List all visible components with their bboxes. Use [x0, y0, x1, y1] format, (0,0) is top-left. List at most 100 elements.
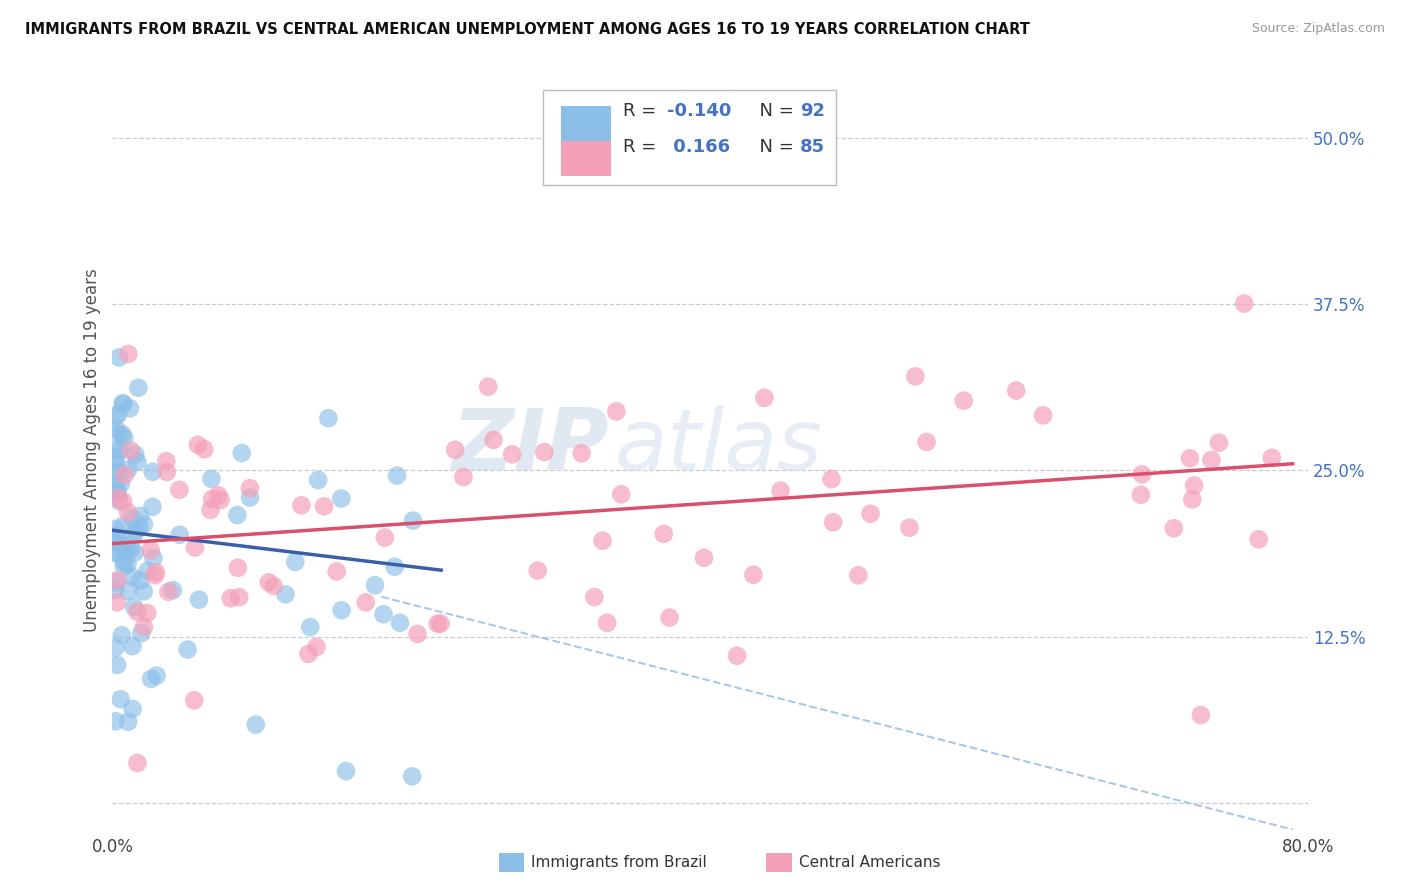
Y-axis label: Unemployment Among Ages 16 to 19 years: Unemployment Among Ages 16 to 19 years	[83, 268, 101, 632]
Point	[1129, 488, 1152, 502]
Point	[176, 642, 198, 657]
Point	[226, 508, 249, 522]
FancyBboxPatch shape	[543, 90, 835, 186]
Point	[200, 503, 222, 517]
Point	[274, 587, 297, 601]
Point	[245, 717, 267, 731]
Point	[299, 620, 322, 634]
Point	[209, 492, 232, 507]
Point	[188, 592, 211, 607]
Point	[571, 446, 593, 460]
Point	[952, 393, 974, 408]
Point	[111, 543, 134, 558]
Point	[136, 564, 159, 578]
Point	[652, 527, 675, 541]
Point	[105, 595, 128, 609]
Point	[605, 404, 627, 418]
Point	[128, 520, 150, 534]
Point	[142, 551, 165, 566]
Text: atlas: atlas	[614, 405, 823, 488]
Text: 92: 92	[800, 102, 825, 120]
Point	[284, 555, 307, 569]
Point	[112, 431, 135, 445]
Point	[725, 648, 748, 663]
Point	[117, 462, 139, 476]
Point	[105, 547, 128, 561]
Text: N =: N =	[748, 138, 800, 156]
Point	[401, 769, 423, 783]
Point	[104, 442, 127, 457]
Point	[402, 514, 425, 528]
Point	[104, 575, 127, 590]
Point	[157, 584, 180, 599]
Point	[117, 542, 139, 557]
Point	[121, 702, 143, 716]
Text: -0.140: -0.140	[666, 102, 731, 120]
Point	[127, 455, 149, 469]
Point	[124, 545, 146, 559]
Point	[132, 517, 155, 532]
Point	[228, 590, 250, 604]
Point	[105, 423, 128, 437]
Point	[145, 566, 167, 580]
Point	[107, 486, 129, 500]
Point	[112, 518, 135, 533]
Point	[373, 607, 395, 622]
Point	[263, 579, 285, 593]
Text: ZIP: ZIP	[451, 405, 609, 488]
Point	[330, 603, 353, 617]
Point	[1201, 453, 1223, 467]
Point	[290, 498, 312, 512]
Point	[1005, 384, 1028, 398]
Point	[526, 564, 548, 578]
Point	[110, 476, 132, 491]
Point	[156, 465, 179, 479]
Point	[169, 483, 191, 497]
Point	[325, 565, 347, 579]
Point	[193, 442, 215, 457]
Point	[898, 521, 921, 535]
Point	[1163, 521, 1185, 535]
Point	[122, 599, 145, 614]
Point	[111, 628, 134, 642]
Point	[124, 447, 146, 461]
Point	[121, 511, 143, 525]
Point	[107, 407, 129, 421]
Point	[111, 427, 134, 442]
Point	[754, 391, 776, 405]
Point	[127, 381, 149, 395]
Point	[122, 528, 145, 542]
Point	[143, 568, 166, 582]
Point	[118, 401, 141, 416]
Point	[136, 606, 159, 620]
Point	[132, 584, 155, 599]
Point	[162, 583, 184, 598]
Point	[114, 467, 136, 482]
Point	[1182, 478, 1205, 492]
Point	[183, 693, 205, 707]
Point	[107, 426, 129, 441]
Point	[374, 531, 396, 545]
Point	[139, 543, 162, 558]
Point	[239, 481, 262, 495]
Point	[110, 443, 132, 458]
Point	[117, 714, 139, 729]
Point	[1233, 296, 1256, 310]
Text: 0.166: 0.166	[666, 138, 730, 156]
Point	[104, 714, 127, 729]
Point	[120, 542, 142, 557]
Point	[112, 559, 135, 574]
Point	[693, 550, 716, 565]
Point	[257, 575, 280, 590]
Point	[104, 484, 127, 499]
Point	[105, 465, 128, 479]
Point	[112, 494, 135, 508]
Point	[335, 764, 357, 778]
Point	[129, 574, 152, 588]
Point	[226, 561, 249, 575]
Point	[1032, 409, 1054, 423]
Point	[501, 447, 523, 461]
Point	[141, 672, 163, 686]
Point	[444, 442, 467, 457]
Point	[117, 557, 139, 571]
